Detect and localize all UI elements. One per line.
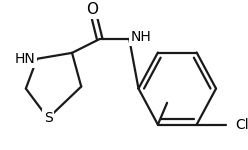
Text: S: S: [44, 111, 52, 125]
Text: O: O: [86, 2, 98, 17]
Text: HN: HN: [14, 52, 35, 66]
Text: Cl: Cl: [235, 118, 248, 132]
Text: NH: NH: [131, 30, 152, 44]
